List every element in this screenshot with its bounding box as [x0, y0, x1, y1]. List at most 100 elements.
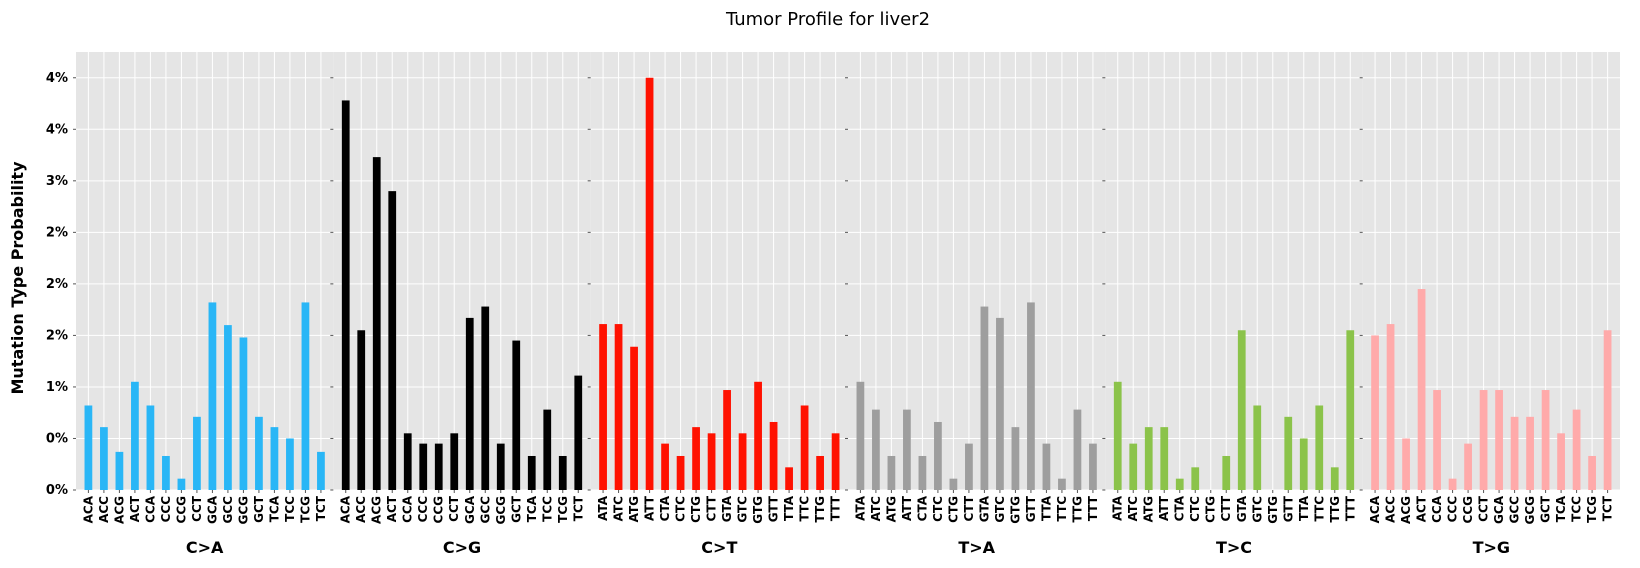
bar [1073, 409, 1082, 490]
bar [270, 427, 279, 490]
x-tick-label: ATC [1126, 496, 1140, 522]
bar [1058, 478, 1066, 490]
x-tick-label: CTA [1173, 495, 1187, 521]
x-tick-label: GCT [509, 495, 523, 523]
bar [239, 337, 248, 490]
x-tick-label: ACT [128, 495, 142, 522]
x-tick-label: TTC [1312, 496, 1326, 522]
bar [934, 421, 942, 490]
x-tick-label: TTA [1039, 495, 1053, 521]
bar [543, 409, 552, 490]
panel-background [590, 52, 848, 490]
x-tick-label: ACC [97, 496, 111, 523]
bar [177, 478, 186, 490]
bar [115, 451, 124, 490]
x-tick-label: CCC [159, 496, 173, 523]
bar [162, 455, 170, 490]
bar [1371, 335, 1379, 490]
x-tick-label: ACG [112, 496, 126, 524]
x-tick-label: ATT [643, 495, 657, 521]
panel-t-to-g: ACA ACC ACG ACT CCA CCC CCG CCT GCA GCC GCG GCT TCA T… [1359, 52, 1620, 557]
bar [357, 330, 366, 490]
x-tick-label: CCT [190, 495, 204, 522]
x-tick-label: TTG [813, 496, 827, 523]
x-tick-label: TCG [298, 496, 312, 523]
bar [1464, 443, 1472, 490]
x-tick-label: GCG [1523, 496, 1537, 525]
x-tick-label: GTA [1235, 495, 1249, 522]
bar [949, 478, 958, 490]
x-tick-label: CTT [962, 495, 976, 521]
x-tick-label: TCC [283, 496, 297, 522]
bar [1433, 390, 1441, 490]
bar [527, 455, 536, 490]
bar [558, 455, 567, 490]
x-tick-label: GTG [1008, 496, 1022, 524]
group-label: T>C [1216, 538, 1252, 557]
group-label: C>A [186, 538, 224, 557]
panel-background [848, 52, 1106, 490]
x-tick-label: ATG [884, 496, 898, 522]
bar [1160, 427, 1169, 490]
x-tick-label: GCG [236, 496, 250, 525]
bar [738, 433, 747, 490]
bar [1253, 405, 1262, 490]
x-tick-label: CCC [416, 496, 430, 523]
x-tick-label: ATA [853, 495, 867, 521]
bar [255, 416, 263, 490]
bar [1144, 427, 1153, 490]
x-tick-label: TTT [1086, 495, 1100, 521]
panel-t-to-c: ATA ATC ATG ATT CTA CTC CTG CTT GTA GTC GTG GTT TTA T… [1102, 52, 1363, 557]
x-tick-label: CCT [1477, 495, 1491, 522]
group-label: T>A [958, 538, 995, 557]
bar [1191, 467, 1200, 490]
x-tick-label: CTT [1219, 495, 1233, 521]
bar [208, 302, 217, 490]
x-tick-label: CTG [689, 496, 703, 523]
bar [1603, 330, 1612, 490]
panel-c-to-t: ATA ATC ATG ATT CTA CTC CTG CTT GTA GTC GTG GTT TTA T… [587, 52, 848, 557]
y-tick-label: 4% [46, 122, 68, 137]
bar [723, 390, 731, 490]
group-label: C>T [701, 538, 737, 557]
bar [918, 455, 927, 490]
x-tick-label: CTG [1204, 496, 1218, 523]
x-tick-label: ACT [1415, 495, 1429, 522]
x-tick-label: TCC [540, 496, 554, 522]
x-tick-label: ACA [339, 495, 353, 523]
x-tick-label: GTC [736, 496, 750, 523]
bar [450, 433, 459, 490]
bar [996, 317, 1004, 490]
bar [341, 100, 350, 490]
y-tick-label: 0% [46, 431, 68, 446]
x-tick-label: GTT [767, 495, 781, 522]
panel-c-to-a: ACA ACC ACG ACT CCA CCC CCG CCT GCA GCC GCG GCT TCA T… [73, 52, 334, 557]
x-tick-label: CTA [658, 495, 672, 521]
x-tick-label: TCT [1601, 495, 1615, 521]
y-tick-label: 2% [46, 225, 68, 240]
bar [769, 421, 778, 490]
bar [707, 433, 716, 490]
bar [1315, 405, 1324, 490]
x-tick-label: ACA [81, 495, 95, 523]
x-tick-label: TTT [829, 495, 843, 521]
x-tick-label: ATA [1111, 495, 1125, 521]
y-tick-label: 1% [46, 380, 68, 395]
bar [1175, 478, 1184, 490]
x-tick-label: ACC [1384, 496, 1398, 523]
x-tick-label: CTC [674, 496, 688, 522]
x-tick-label: TCT [571, 495, 585, 521]
x-tick-label: GCC [478, 496, 492, 524]
x-tick-label: ATT [1157, 495, 1171, 521]
x-tick-label: ATA [596, 495, 610, 521]
bar [800, 405, 809, 490]
y-tick-label: 3% [46, 174, 68, 189]
x-tick-label: GTC [993, 496, 1007, 523]
x-tick-label: TTA [1297, 495, 1311, 521]
x-tick-label: GTG [1266, 496, 1280, 524]
x-tick-label: TTG [1328, 496, 1342, 523]
bar [1237, 330, 1246, 490]
x-tick-label: TCA [525, 495, 539, 522]
bar [614, 324, 623, 490]
